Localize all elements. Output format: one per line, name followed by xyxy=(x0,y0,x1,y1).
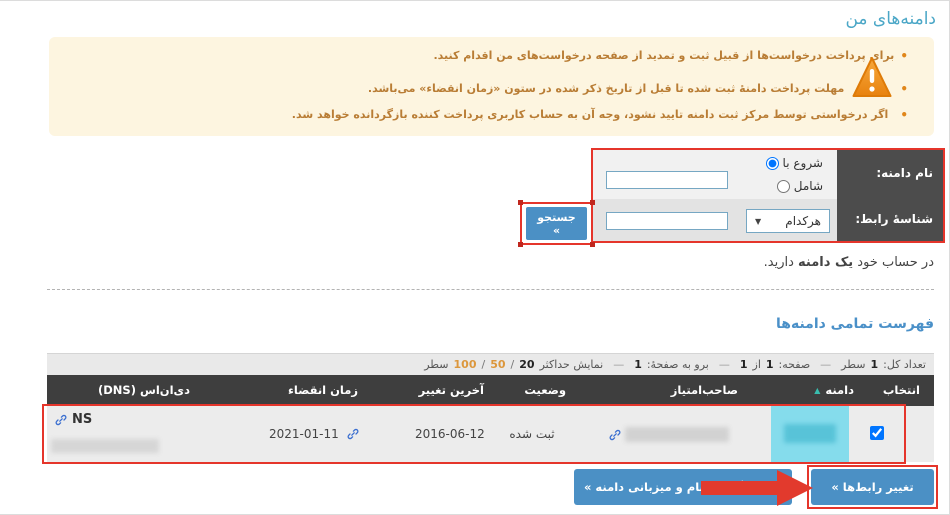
edit-link-icon[interactable] xyxy=(609,429,621,441)
column-header-expiry[interactable]: زمان انقضاء xyxy=(288,383,358,397)
pagination-slash: / xyxy=(481,358,486,371)
pagination-goto-label: برو به صفحهٔ: xyxy=(646,358,709,371)
starts-with-label: شروع با xyxy=(782,156,823,170)
pagination-goto-value[interactable]: 1 xyxy=(634,358,642,371)
contains-radio[interactable] xyxy=(776,179,790,193)
expiry-date: 2021-01-11 xyxy=(269,427,339,441)
summary-bold: یک دامنه xyxy=(798,255,854,270)
pagination-total-label: تعداد کل: xyxy=(883,358,926,371)
dns-cell: NS xyxy=(55,412,92,427)
pagination-separator: — xyxy=(820,358,832,371)
pagination-bar: تعداد کل: 1 سطر — صفحه: 1 از 1 — برو به … xyxy=(47,353,934,375)
table-header: انتخاب دامنه ▲ صاحب‌امتیاز وضعیت آخرین تغ… xyxy=(47,375,934,406)
domain-list-heading: فهرست تمامی دامنه‌ها xyxy=(775,316,934,332)
bullet-dot: • xyxy=(900,49,908,63)
column-header-last-change[interactable]: آخرین تغییر xyxy=(418,383,484,397)
column-header-dns[interactable]: دی‌ان‌اس (DNS) xyxy=(98,383,190,397)
dns-label: NS xyxy=(72,412,93,427)
domain-search-form: نام دامنه: شناسهٔ رابط: شروع با شامل هرک… xyxy=(593,150,943,241)
contact-id-label: شناسهٔ رابط: xyxy=(855,212,933,226)
domain-cell-highlight xyxy=(771,406,849,462)
pagination-total-value: 1 xyxy=(870,358,879,371)
change-contacts-label: تغییر رابط‌ها » xyxy=(831,480,914,494)
annotation-arrow xyxy=(701,481,779,495)
notice-item: • برای پرداخت درخواست‌ها از قبیل ثبت و ت… xyxy=(434,48,909,64)
pagination-separator: — xyxy=(718,358,730,371)
annotation-handle xyxy=(518,200,523,205)
domain-count-text: در حساب خود یک دامنه دارید. xyxy=(764,255,934,270)
chevron-down-icon: ▼ xyxy=(755,216,762,226)
annotation-handle xyxy=(518,242,523,247)
notice-text: اگر درخواستی توسط مرکز ثبت دامنه تایید ن… xyxy=(291,108,889,121)
summary-suffix: دارید. xyxy=(763,255,794,270)
pagination-show-label: نمایش حداکثر xyxy=(539,358,604,371)
annotation-arrow-head xyxy=(777,470,813,506)
column-header-status[interactable]: وضعیت xyxy=(524,383,566,397)
column-header-domain-label: دامنه xyxy=(825,383,854,397)
notice-text: مهلت پرداخت دامنهٔ ثبت شده تا قبل از تار… xyxy=(367,82,845,95)
pagination-page-count: 1 xyxy=(739,358,748,371)
contains-option[interactable]: شامل xyxy=(776,179,823,193)
column-header-owner[interactable]: صاحب‌امتیاز xyxy=(670,383,738,397)
domain-name-label: نام دامنه: xyxy=(876,166,933,180)
last-change-date: 2016-06-12 xyxy=(415,427,485,441)
notice-item: • مهلت پرداخت دامنهٔ ثبت شده تا قبل از ت… xyxy=(368,81,908,97)
bullet-dot: • xyxy=(900,108,908,122)
starts-with-radio[interactable] xyxy=(765,156,779,170)
contact-id-input[interactable] xyxy=(606,212,728,230)
pagination-slash: / xyxy=(510,358,515,371)
pagination-separator: — xyxy=(613,358,625,371)
contact-type-select[interactable]: هرکدام ▼ xyxy=(746,209,830,233)
warning-icon xyxy=(852,57,892,97)
page-size-50[interactable]: 50 xyxy=(490,358,506,371)
page-title: دامنه‌های من xyxy=(845,9,936,29)
pagination-rows-word: سطر xyxy=(424,358,449,371)
column-header-select[interactable]: انتخاب xyxy=(882,383,920,397)
divider xyxy=(47,289,934,290)
domain-name-redacted xyxy=(784,424,836,443)
search-button[interactable]: جستجو » xyxy=(526,207,587,240)
dns-servers-redacted xyxy=(51,439,159,453)
form-label-column: نام دامنه: شناسهٔ رابط: xyxy=(837,150,943,241)
notice-text: برای پرداخت درخواست‌ها از قبیل ثبت و تمد… xyxy=(433,49,895,62)
bullet-dot: • xyxy=(900,82,908,96)
summary-prefix: در حساب خود xyxy=(857,255,934,270)
page-size-current: 20 xyxy=(519,358,535,371)
starts-with-option[interactable]: شروع با xyxy=(765,156,823,170)
pagination-rows-word: سطر xyxy=(841,358,866,371)
domain-table-row[interactable]: ثبت شده 2016-06-12 2021-01-11 NS xyxy=(47,406,934,462)
column-header-domain[interactable]: دامنه ▲ xyxy=(814,383,854,397)
selected-option: هرکدام xyxy=(785,214,821,228)
contains-label: شامل xyxy=(793,179,823,193)
sort-ascending-icon: ▲ xyxy=(814,386,821,395)
pagination-page-label: صفحه: xyxy=(778,358,811,371)
owner-name-redacted xyxy=(625,427,729,442)
change-contacts-button[interactable]: تغییر رابط‌ها » xyxy=(811,469,934,505)
row-select-checkbox[interactable] xyxy=(870,426,884,440)
pagination-of-word: از xyxy=(752,358,761,371)
pagination-page-value: 1 xyxy=(765,358,774,371)
status-text: ثبت شده xyxy=(509,427,555,441)
notice-item: • اگر درخواستی توسط مرکز ثبت دامنه تایید… xyxy=(292,107,908,123)
edit-link-icon[interactable] xyxy=(347,428,359,440)
annotation-handle xyxy=(590,242,595,247)
page-size-100[interactable]: 100 xyxy=(453,358,477,371)
notice-box: • برای پرداخت درخواست‌ها از قبیل ثبت و ت… xyxy=(49,37,934,136)
domain-name-input[interactable] xyxy=(606,171,728,189)
edit-link-icon[interactable] xyxy=(55,414,67,426)
